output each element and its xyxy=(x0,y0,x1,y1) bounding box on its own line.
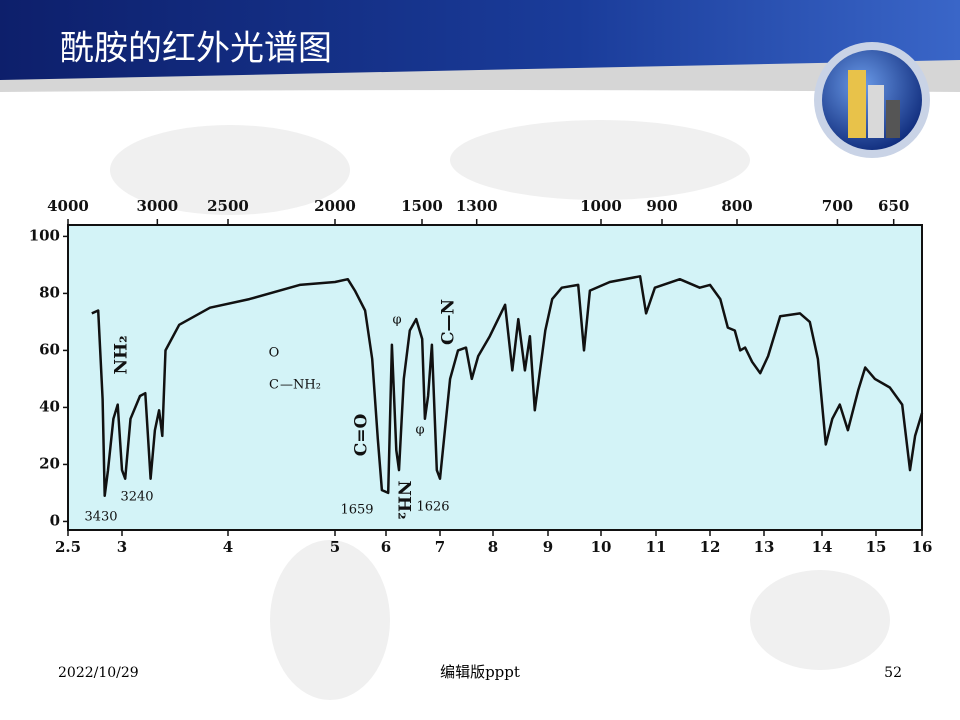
annotation: φ xyxy=(392,313,401,328)
x2-tick-label: 2000 xyxy=(314,197,356,215)
structure-label: O xyxy=(269,346,280,361)
structure-label: C xyxy=(269,378,279,393)
plot-area xyxy=(67,224,923,531)
y-tick-label: 80 xyxy=(39,283,60,301)
x-tick-label: 8 xyxy=(488,538,498,556)
annotation: φ xyxy=(415,423,424,438)
annotation: NH₂ xyxy=(394,480,414,519)
x-tick-label: 10 xyxy=(591,538,612,556)
x2-tick-label: 1000 xyxy=(580,197,622,215)
x2-tick-label: 4000 xyxy=(47,197,89,215)
y-tick-label: 0 xyxy=(50,511,60,529)
x2-tick-label: 1500 xyxy=(401,197,443,215)
x-tick-label: 16 xyxy=(912,538,933,556)
annotation: 1659 xyxy=(340,503,373,518)
annotation: NH₂ xyxy=(112,335,132,374)
page-number: 52 xyxy=(884,665,902,681)
header-swoosh xyxy=(0,60,960,92)
structure-label: —NH₂ xyxy=(280,378,321,393)
x2-tick-label: 800 xyxy=(721,197,752,215)
y-tick-label: 100 xyxy=(29,226,60,244)
footer-text: 编辑版pppt xyxy=(440,663,520,681)
x-tick-label: 6 xyxy=(381,538,391,556)
world-map xyxy=(110,120,890,700)
slide-title: 酰胺的红外光谱图 xyxy=(60,29,332,69)
y-tick-label: 20 xyxy=(39,454,60,472)
x-tick-label: 7 xyxy=(435,538,445,556)
x2-tick-label: 1300 xyxy=(456,197,498,215)
logo xyxy=(814,42,930,158)
x-tick-label: 11 xyxy=(646,538,667,556)
x-tick-label: 3 xyxy=(117,538,127,556)
spectrum-line xyxy=(91,275,924,498)
x-tick-label: 5 xyxy=(330,538,340,556)
x2-tick-label: 700 xyxy=(822,197,853,215)
y-tick-label: 60 xyxy=(39,340,60,358)
x-tick-label: 4 xyxy=(223,538,233,556)
y-tick-label: 40 xyxy=(39,397,60,415)
x2-tick-label: 650 xyxy=(878,197,909,215)
annotation: 3430 xyxy=(84,510,117,525)
x2-tick-label: 3000 xyxy=(136,197,178,215)
x-tick-label: 14 xyxy=(812,538,833,556)
x-tick-label: 12 xyxy=(700,538,721,556)
x2-tick-label: 2500 xyxy=(207,197,249,215)
x-tick-label: 15 xyxy=(866,538,887,556)
annotation: 3240 xyxy=(120,490,153,505)
annotation: 1626 xyxy=(416,500,449,515)
annotation: C=O xyxy=(352,414,372,457)
x-tick-label: 9 xyxy=(543,538,553,556)
x-tick-label: 13 xyxy=(754,538,775,556)
x-tick-label: 2.5 xyxy=(55,538,81,556)
annotation: C—N xyxy=(439,299,459,345)
footer-date: 2022/10/29 xyxy=(58,665,139,681)
x2-tick-label: 900 xyxy=(646,197,677,215)
